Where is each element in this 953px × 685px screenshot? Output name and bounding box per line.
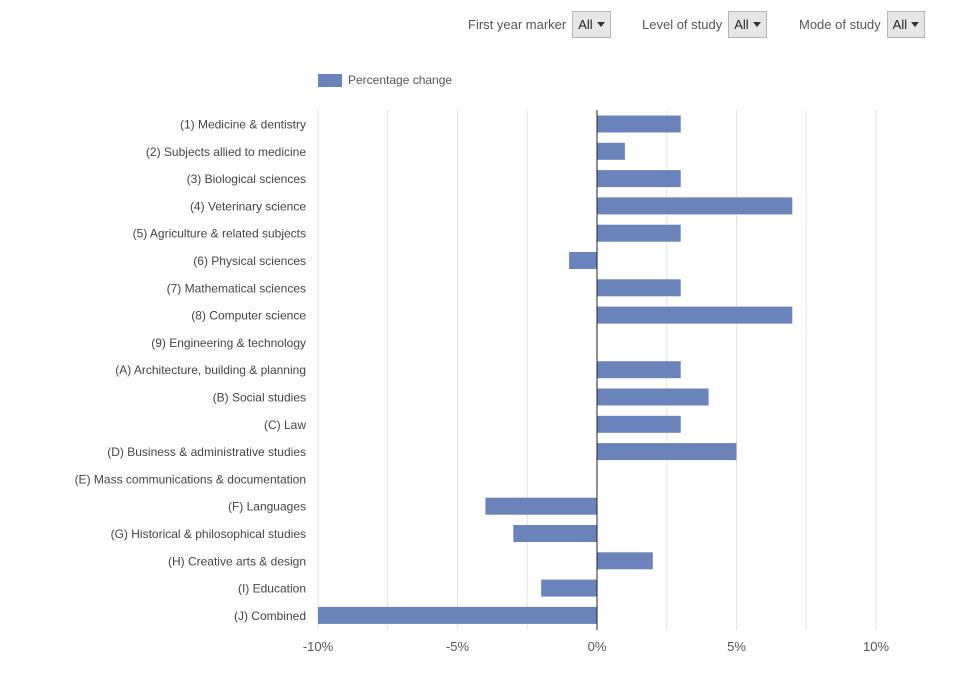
bar[interactable] bbox=[569, 252, 597, 269]
legend-label: Percentage change bbox=[348, 73, 453, 87]
category-label: (7) Mathematical sciences bbox=[167, 281, 306, 295]
category-label: (G) Historical & philosophical studies bbox=[111, 527, 306, 541]
x-tick-label: 10% bbox=[863, 639, 889, 654]
legend-swatch bbox=[318, 73, 342, 87]
category-label: (6) Physical sciences bbox=[193, 254, 306, 268]
level-of-study-label: Level of study bbox=[642, 17, 723, 32]
x-tick-label: -10% bbox=[303, 639, 334, 654]
category-label: (5) Agriculture & related subjects bbox=[133, 227, 306, 241]
caret-down-icon bbox=[596, 22, 605, 27]
x-tick-label: 5% bbox=[727, 639, 746, 654]
bar[interactable] bbox=[597, 415, 681, 433]
bar[interactable] bbox=[597, 279, 681, 297]
bar[interactable] bbox=[541, 579, 597, 597]
x-tick-label: 0% bbox=[588, 639, 607, 654]
category-label: (1) Medicine & dentistry bbox=[180, 118, 306, 132]
category-label: (F) Languages bbox=[228, 500, 306, 514]
category-label: (C) Law bbox=[264, 418, 306, 432]
category-label: (8) Computer science bbox=[191, 309, 306, 323]
category-label: (4) Veterinary science bbox=[190, 199, 306, 213]
first-year-marker-value: All bbox=[578, 17, 593, 32]
x-tick-label: -5% bbox=[446, 639, 470, 654]
bar[interactable] bbox=[597, 142, 625, 160]
bar[interactable] bbox=[597, 388, 709, 406]
category-label: (I) Education bbox=[238, 582, 306, 596]
mode-of-study-label: Mode of study bbox=[799, 17, 881, 32]
category-label: (2) Subjects allied to medicine bbox=[146, 145, 306, 159]
first-year-marker-label: First year marker bbox=[468, 17, 567, 32]
level-of-study-filter: Level of study All bbox=[642, 10, 767, 39]
bar[interactable] bbox=[597, 224, 681, 242]
bar[interactable] bbox=[597, 306, 793, 324]
category-label: (E) Mass communications & documentation bbox=[75, 472, 306, 486]
category-label: (3) Biological sciences bbox=[187, 172, 306, 186]
bar[interactable] bbox=[318, 606, 597, 624]
mode-of-study-filter: Mode of study All bbox=[799, 10, 926, 39]
category-label: (B) Social studies bbox=[213, 391, 306, 405]
mode-of-study-dropdown[interactable]: All bbox=[886, 11, 926, 38]
category-label: (9) Engineering & technology bbox=[151, 336, 306, 350]
level-of-study-value: All bbox=[734, 17, 749, 32]
chart-legend[interactable]: Percentage change bbox=[318, 73, 452, 87]
first-year-marker-filter: First year marker All bbox=[468, 10, 611, 39]
bar[interactable] bbox=[597, 552, 653, 570]
category-label: (A) Architecture, building & planning bbox=[115, 363, 306, 377]
bar[interactable] bbox=[597, 115, 681, 133]
bar[interactable] bbox=[513, 525, 597, 542]
bar[interactable] bbox=[597, 361, 681, 379]
mode-of-study-value: All bbox=[892, 17, 908, 32]
bar[interactable] bbox=[485, 497, 597, 515]
bar[interactable] bbox=[597, 170, 681, 188]
first-year-marker-dropdown[interactable]: All bbox=[572, 11, 611, 38]
caret-down-icon bbox=[911, 22, 920, 27]
caret-down-icon bbox=[752, 22, 761, 27]
level-of-study-dropdown[interactable]: All bbox=[728, 11, 767, 38]
bar[interactable] bbox=[597, 197, 793, 215]
bar[interactable] bbox=[597, 443, 737, 461]
category-label: (D) Business & administrative studies bbox=[107, 445, 306, 459]
category-label: (J) Combined bbox=[234, 609, 306, 623]
category-label: (H) Creative arts & design bbox=[168, 554, 306, 568]
